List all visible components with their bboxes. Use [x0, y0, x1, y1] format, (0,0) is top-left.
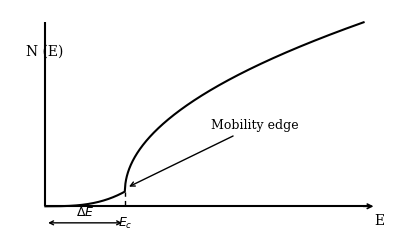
Text: $\Delta E$: $\Delta E$ [76, 206, 94, 219]
Text: E: E [374, 214, 385, 228]
Text: N (E): N (E) [26, 44, 64, 58]
Text: Mobility edge: Mobility edge [130, 119, 299, 186]
Text: $E_c$: $E_c$ [118, 216, 132, 232]
